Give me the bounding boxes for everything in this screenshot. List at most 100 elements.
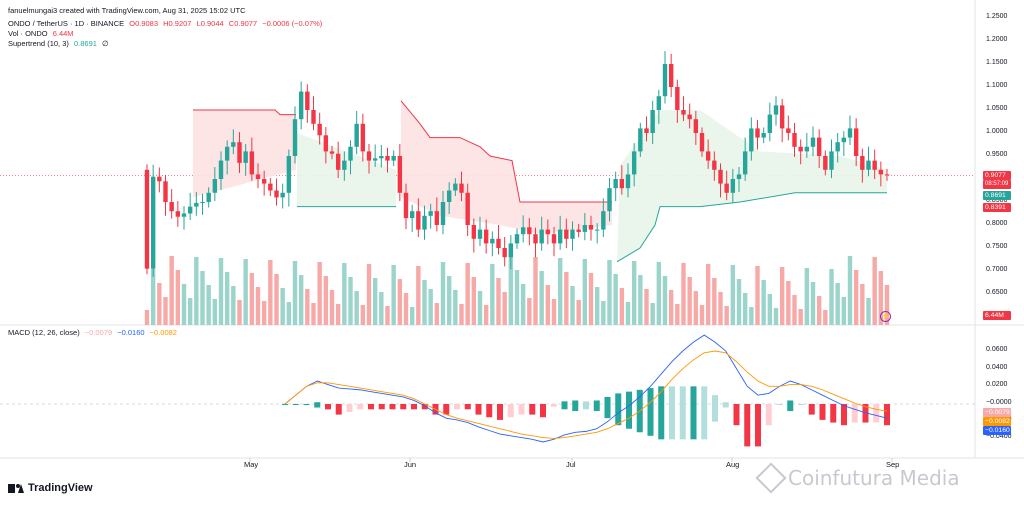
volume-bar	[853, 270, 859, 325]
volume-bar	[490, 264, 495, 325]
macd-axis-tick: 0.0200	[986, 381, 1008, 388]
macd-histogram-bar	[701, 386, 708, 440]
volume-bar	[841, 297, 847, 325]
volume-bar	[280, 288, 285, 325]
volume-bar	[255, 287, 261, 325]
supertrend-fill	[617, 110, 887, 262]
candle-body	[810, 137, 816, 147]
candle-body	[212, 179, 218, 193]
candle-body	[816, 137, 822, 156]
macd-axis-tick: 0.0600	[986, 346, 1008, 353]
volume-bar	[175, 270, 181, 325]
volume-bar	[625, 302, 631, 325]
volume-bar	[724, 306, 729, 325]
supertrend-tag: 0.8691	[983, 191, 1011, 200]
candle-body	[409, 211, 415, 219]
supertrend-extra: ∅	[102, 39, 109, 48]
volume-bar	[342, 263, 347, 325]
macd-histogram-bar	[325, 404, 331, 410]
symbol-name[interactable]: ONDO / TetherUS · 1D · BINANCE	[8, 19, 125, 28]
macd-histogram-bar	[658, 386, 665, 440]
candle-body	[360, 123, 366, 152]
ohlc-high: H0.9207	[163, 19, 192, 28]
candle-body	[631, 151, 637, 175]
macd-histogram-bar	[669, 386, 675, 440]
candle-body	[169, 202, 174, 212]
macd-histogram-bar	[335, 404, 342, 415]
macd-histogram-bar	[292, 404, 299, 405]
tradingview-logo-text: TradingView	[28, 482, 93, 494]
lightning-icon[interactable]: ⚡	[880, 311, 891, 322]
price-axis-tick: 1.0000	[986, 128, 1008, 135]
candle-body	[699, 133, 705, 152]
volume-bar	[249, 273, 255, 325]
volume-bar	[416, 266, 421, 325]
candle-body	[582, 225, 588, 232]
volume-bar	[533, 257, 538, 325]
volume-bar	[835, 283, 840, 325]
volume-bar	[699, 305, 705, 325]
candle-body	[372, 158, 378, 161]
volume-bar	[335, 304, 341, 325]
candle-body	[718, 169, 723, 184]
candle-body	[305, 91, 310, 110]
month-jun: Jun	[404, 460, 417, 469]
volume-label[interactable]: Vol · ONDO	[8, 29, 48, 38]
tradingview-logo[interactable]: TradingView	[8, 482, 93, 494]
volume-bar	[619, 288, 625, 325]
macd-legend: MACD (12, 26, close) −0.0079 −0.0160 −0.…	[8, 328, 180, 338]
candle-body	[884, 174, 890, 176]
macd-histogram-bar	[808, 404, 815, 415]
macd-signal-tag: −0.0082	[983, 417, 1011, 426]
macd-histogram-bar	[733, 404, 740, 426]
volume-bar	[588, 273, 594, 325]
volume-bar	[508, 251, 514, 325]
macd-histogram-bar	[765, 404, 772, 426]
volume-bar	[286, 302, 292, 325]
candle-body	[459, 183, 464, 193]
candle-body	[416, 211, 421, 230]
volume-bar	[576, 300, 581, 325]
candle-body	[687, 114, 692, 120]
candle-body	[397, 156, 403, 193]
volume-bar	[391, 265, 396, 325]
macd-line-tag: −0.0160	[983, 426, 1011, 435]
volume-bar	[348, 277, 353, 325]
supertrend-label[interactable]: Supertrend (10, 3)	[8, 39, 69, 48]
volume-bar	[150, 269, 156, 325]
volume-bar	[224, 272, 230, 325]
month-sep: Sep	[886, 460, 900, 469]
macd-label[interactable]: MACD (12, 26, close)	[8, 328, 80, 337]
macd-histogram-bar	[755, 404, 761, 447]
volume-bar	[712, 278, 717, 325]
volume-bar	[446, 276, 452, 325]
candle-body	[385, 156, 390, 161]
candle-body	[502, 248, 507, 258]
price-axis-tick: 0.8000	[986, 220, 1008, 227]
volume-bar	[268, 260, 273, 325]
supertrend-line	[616, 192, 887, 263]
candle-body	[453, 183, 458, 191]
volume-bar	[601, 301, 606, 325]
candle-body	[767, 114, 773, 133]
volume-bar	[379, 292, 384, 325]
volume-bar	[539, 271, 544, 325]
candle-body	[527, 227, 532, 235]
candle-body	[693, 119, 699, 133]
volume-bar	[545, 285, 551, 325]
candle-body	[625, 174, 631, 189]
macd-histogram-bar	[615, 393, 622, 426]
macd-histogram-bar	[572, 400, 579, 412]
volume-bar	[730, 265, 736, 325]
volume-tag: 6.44M	[983, 311, 1011, 320]
macd-histogram-bar	[851, 404, 858, 423]
volume-bar	[366, 264, 372, 325]
candle-body	[829, 151, 834, 170]
candle-body	[323, 135, 329, 152]
candle-body	[490, 238, 495, 244]
macd-histogram-bar	[389, 404, 396, 410]
macd-histogram-bar	[378, 404, 385, 410]
candle-body	[354, 123, 359, 147]
macd-histogram-bar	[884, 404, 890, 426]
